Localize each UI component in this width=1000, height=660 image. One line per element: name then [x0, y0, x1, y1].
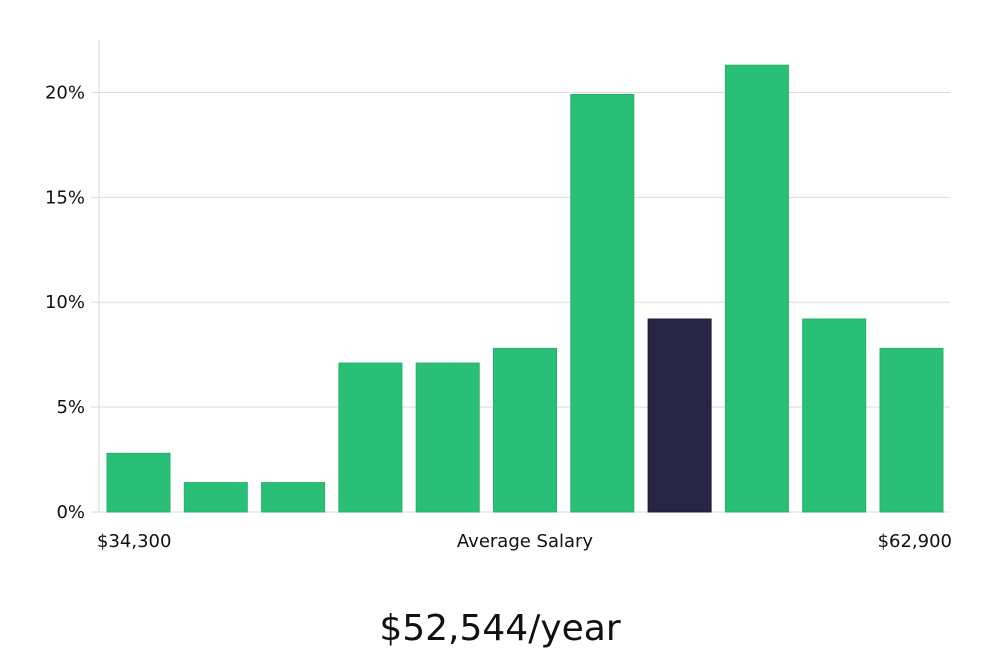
- salary-histogram: 0% 5% 10% 15% 20% $34,300 Average Salary $62…: [45, 40, 952, 552]
- y-tick-label: 15%: [45, 187, 85, 208]
- bar: [183, 482, 248, 513]
- bars: [106, 64, 944, 513]
- y-tick-label: 0%: [56, 502, 85, 523]
- bar: [106, 452, 171, 513]
- average-salary-value: $52,544/year: [379, 608, 621, 649]
- bar: [879, 347, 944, 513]
- bar: [724, 64, 789, 513]
- bar: [570, 94, 635, 513]
- bar: [802, 318, 867, 513]
- bar-highlighted: [647, 318, 712, 513]
- x-axis-title: Average Salary: [457, 531, 594, 552]
- bar: [261, 482, 326, 513]
- x-axis-max-label: $62,900: [878, 531, 952, 552]
- bar: [493, 347, 557, 513]
- bar: [415, 362, 480, 513]
- bar: [338, 362, 403, 513]
- y-tick-label: 5%: [56, 397, 85, 418]
- y-tick-label: 20%: [45, 82, 85, 103]
- y-tick-label: 10%: [45, 292, 85, 313]
- x-axis-min-label: $34,300: [97, 531, 171, 552]
- y-axis-tick-labels: 0% 5% 10% 15% 20%: [45, 82, 85, 523]
